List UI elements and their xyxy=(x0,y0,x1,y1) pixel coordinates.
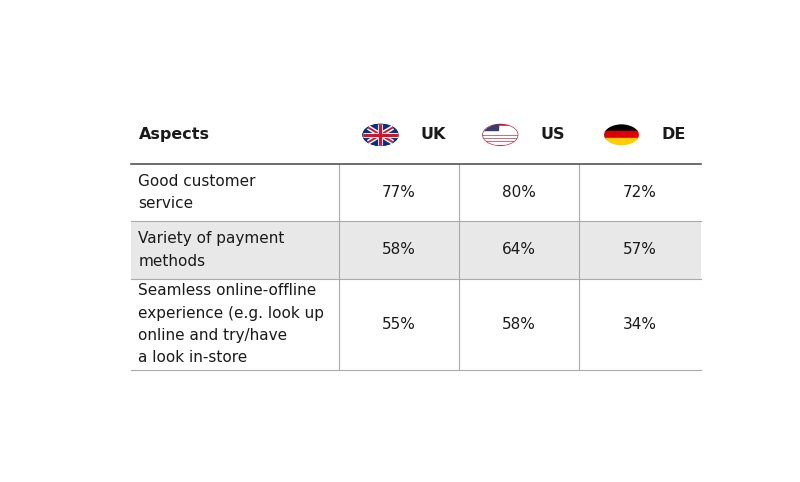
Text: DE: DE xyxy=(662,127,686,142)
Bar xyxy=(604,132,639,138)
Bar xyxy=(604,124,639,132)
Circle shape xyxy=(363,124,398,145)
Bar xyxy=(483,139,518,140)
Text: 64%: 64% xyxy=(502,242,536,257)
Text: UK: UK xyxy=(421,127,446,142)
Bar xyxy=(483,142,518,144)
Bar xyxy=(131,221,702,279)
Text: US: US xyxy=(541,127,565,142)
Circle shape xyxy=(483,124,518,145)
Text: Aspects: Aspects xyxy=(138,127,210,142)
Bar xyxy=(483,135,518,137)
Bar xyxy=(604,138,639,145)
Text: 80%: 80% xyxy=(502,185,536,200)
Text: 55%: 55% xyxy=(382,317,416,332)
Text: 58%: 58% xyxy=(382,242,416,257)
Text: Seamless online-offline
experience (e.g. look up
online and try/have
a look in-s: Seamless online-offline experience (e.g.… xyxy=(138,283,325,365)
Bar xyxy=(483,129,518,131)
Bar xyxy=(483,126,518,128)
Text: Good customer
service: Good customer service xyxy=(138,174,256,211)
Text: 57%: 57% xyxy=(623,242,657,257)
Text: 72%: 72% xyxy=(623,185,657,200)
Text: 58%: 58% xyxy=(502,317,536,332)
Text: 34%: 34% xyxy=(623,317,657,332)
Text: 77%: 77% xyxy=(382,185,416,200)
Bar xyxy=(483,124,498,130)
Bar xyxy=(483,133,518,134)
Text: Variety of payment
methods: Variety of payment methods xyxy=(138,231,285,268)
